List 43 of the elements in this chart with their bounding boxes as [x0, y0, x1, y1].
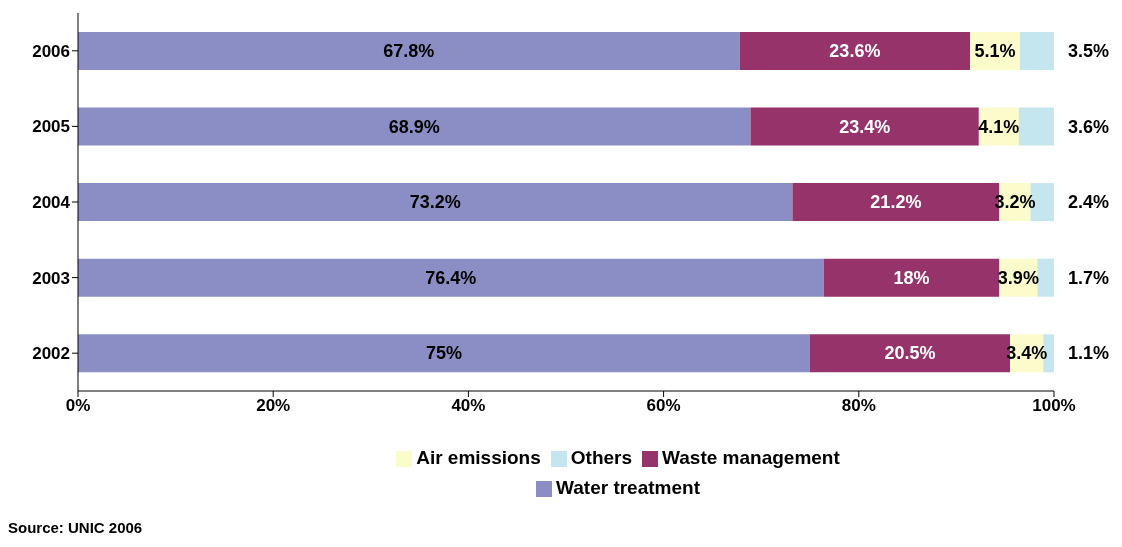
- data-label: 3.6%: [1068, 116, 1110, 137]
- bar: [750, 107, 979, 146]
- data-label: 23.6%: [829, 40, 881, 61]
- x-tick-label: 80%: [841, 396, 876, 416]
- data-label: 76.4%: [425, 267, 477, 288]
- y-tick-label: 2002: [32, 344, 70, 364]
- x-tick-label: 0%: [65, 396, 91, 416]
- x-tick-label: 60%: [646, 396, 681, 416]
- data-label: 20.5%: [884, 343, 936, 364]
- y-tick-label: 2005: [32, 117, 70, 137]
- bar: [78, 334, 810, 373]
- bar: [78, 258, 824, 297]
- data-label: 67.8%: [383, 40, 435, 61]
- data-label: 3.5%: [1068, 40, 1110, 61]
- y-tick-label: 2004: [32, 193, 71, 213]
- data-label: 68.9%: [388, 116, 440, 137]
- y-tick-label: 2006: [32, 41, 70, 61]
- bar: [739, 31, 971, 70]
- bar: [823, 258, 1000, 297]
- data-label: 73.2%: [409, 192, 461, 213]
- bar: [1037, 258, 1054, 297]
- data-label: 5.1%: [974, 40, 1016, 61]
- data-label: 75%: [425, 343, 463, 364]
- legend-label: Water treatment: [556, 477, 700, 498]
- legend-label: Others: [570, 447, 633, 468]
- data-label: 18%: [893, 267, 930, 288]
- bar: [78, 183, 793, 222]
- legend-label: Air emissions: [416, 447, 541, 468]
- bar: [78, 107, 751, 146]
- data-label: 21.2%: [870, 192, 922, 213]
- source-note: Source: UNIC 2006: [8, 519, 143, 536]
- legend-label: Waste management: [662, 447, 840, 468]
- bar: [1018, 107, 1054, 146]
- bar: [78, 31, 740, 70]
- data-label: 2.4%: [1068, 192, 1110, 213]
- data-label: 1.7%: [1068, 267, 1110, 288]
- data-label: 23.4%: [839, 116, 891, 137]
- x-tick-label: 20%: [256, 396, 291, 416]
- data-label: 1.1%: [1068, 343, 1110, 364]
- y-tick-label: 2003: [32, 268, 70, 288]
- x-tick-label: 40%: [451, 396, 486, 416]
- bar: [1019, 31, 1054, 70]
- x-tick-label: 100%: [1032, 396, 1076, 416]
